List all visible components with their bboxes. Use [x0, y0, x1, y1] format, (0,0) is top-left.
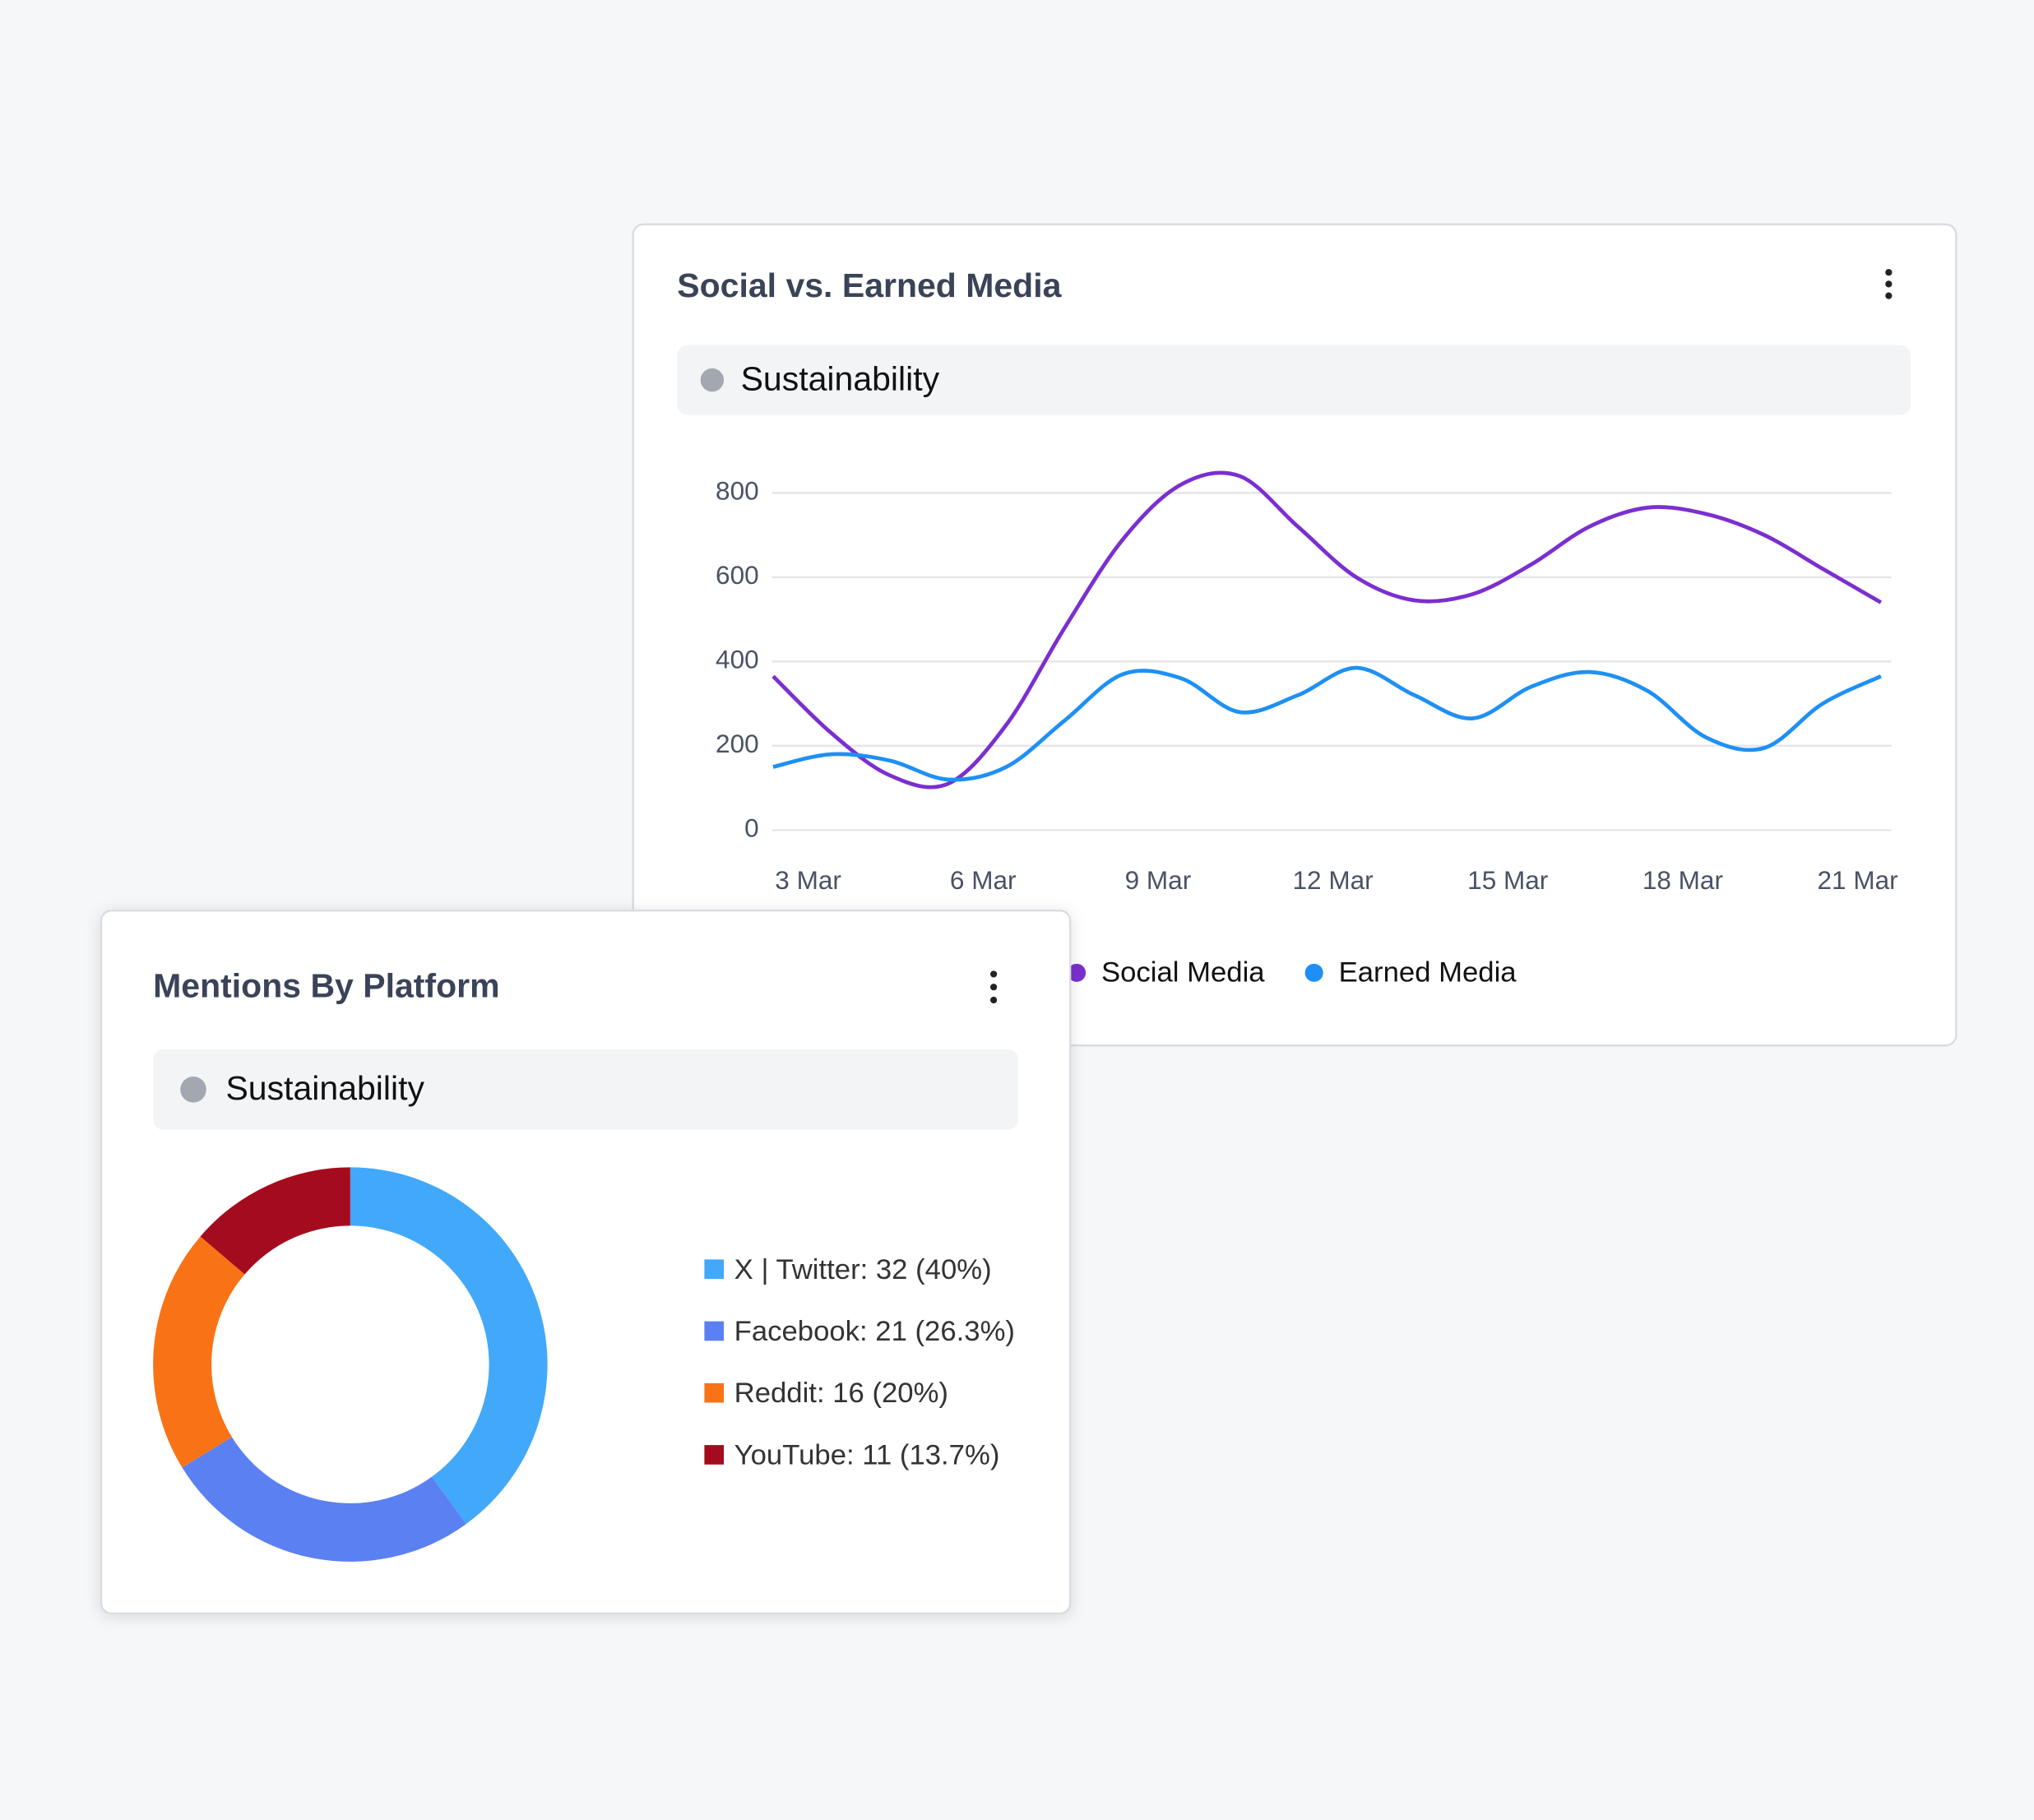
y-tick-label: 400	[716, 645, 759, 674]
legend-label: X | Twitter: 32 (40%)	[734, 1254, 992, 1285]
donut-card: Mentions By Platform Sustainability X | …	[100, 909, 1072, 1615]
legend-swatch	[1304, 963, 1323, 982]
line-card: Social vs. Earned Media Sustainability 0…	[632, 223, 1958, 1047]
y-tick-label: 200	[716, 729, 759, 758]
filter-dot	[700, 368, 725, 392]
card-frame	[632, 223, 1958, 1047]
x-tick-label: 3 Mar	[775, 865, 841, 895]
card-title: Social vs. Earned Media	[677, 266, 1062, 304]
filter-dot	[180, 1077, 206, 1103]
legend-label: YouTube: 11 (13.7%)	[734, 1439, 1000, 1470]
filter-label: Sustainability	[225, 1069, 424, 1107]
x-tick-label: 6 Mar	[950, 865, 1017, 895]
donut-slice	[153, 1236, 245, 1468]
legend-label: Facebook: 21 (26.3%)	[734, 1316, 1015, 1347]
x-tick-label: 21 Mar	[1818, 865, 1898, 895]
legend-label: Earned Media	[1339, 957, 1517, 989]
legend-swatch	[704, 1382, 725, 1403]
legend-swatch	[1068, 963, 1086, 982]
legend-swatch	[704, 1445, 725, 1465]
legend-swatch	[704, 1259, 725, 1280]
legend-label: Social Media	[1101, 957, 1265, 989]
x-tick-label: 12 Mar	[1293, 865, 1374, 895]
filter-chip	[153, 1049, 1019, 1130]
x-tick-label: 18 Mar	[1642, 865, 1723, 895]
y-tick-label: 0	[744, 813, 759, 843]
menu-button[interactable]	[1885, 269, 1893, 299]
legend-label: Reddit: 16 (20%)	[734, 1378, 948, 1409]
y-tick-label: 800	[716, 476, 759, 506]
menu-button[interactable]	[990, 970, 998, 1004]
series-line	[772, 665, 1882, 782]
donut-slice	[350, 1167, 548, 1525]
filter-label: Sustainability	[741, 360, 940, 398]
donut-slice	[200, 1167, 350, 1275]
y-tick-label: 600	[716, 560, 759, 590]
x-tick-label: 9 Mar	[1125, 865, 1192, 895]
legend-swatch	[704, 1321, 725, 1341]
x-tick-label: 15 Mar	[1467, 865, 1548, 895]
filter-chip	[677, 345, 1911, 415]
card-title: Mentions By Platform	[153, 967, 499, 1005]
donut-slice	[182, 1437, 466, 1562]
